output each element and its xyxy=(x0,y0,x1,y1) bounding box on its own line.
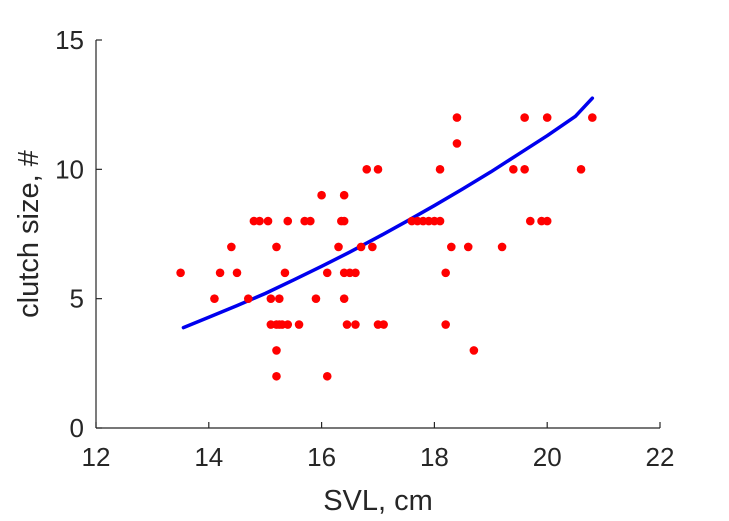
tick-marks xyxy=(95,39,661,429)
data-point xyxy=(263,216,273,226)
tick-labels: 12 14 16 18 20 22 0 5 10 15 xyxy=(55,25,674,472)
y-tick-label: 5 xyxy=(70,284,84,314)
x-tick-label: 16 xyxy=(307,442,336,472)
data-point xyxy=(379,320,388,329)
data-point xyxy=(272,242,281,252)
y-axis-title: clutch size, # xyxy=(13,150,45,318)
data-point xyxy=(356,242,366,252)
axes xyxy=(95,40,660,429)
data-point xyxy=(373,165,383,174)
data-point xyxy=(469,346,479,355)
data-point xyxy=(447,242,456,252)
data-point xyxy=(520,113,529,122)
x-tick-label: 20 xyxy=(533,442,562,472)
y-tick-label: 10 xyxy=(55,154,84,184)
data-point xyxy=(368,242,377,252)
data-point xyxy=(322,268,332,278)
data-point xyxy=(339,294,349,303)
data-point xyxy=(525,216,535,226)
data-point xyxy=(542,216,552,226)
data-point xyxy=(463,242,473,252)
data-point xyxy=(306,216,315,226)
data-point xyxy=(339,190,349,200)
data-point xyxy=(232,268,242,278)
data-point xyxy=(362,165,372,174)
data-point xyxy=(227,242,236,252)
data-point xyxy=(294,320,304,329)
data-point xyxy=(435,216,445,226)
data-point xyxy=(452,139,462,148)
data-point xyxy=(317,190,326,200)
fit-line xyxy=(181,96,595,330)
data-point xyxy=(576,165,586,174)
fit-line-group xyxy=(181,96,595,330)
data-point xyxy=(243,294,253,303)
data-point xyxy=(280,268,290,278)
data-point xyxy=(283,216,293,226)
data-point xyxy=(342,320,352,329)
data-point xyxy=(588,113,597,122)
data-point xyxy=(210,294,219,303)
x-tick-label: 12 xyxy=(82,442,111,472)
data-point xyxy=(272,346,281,355)
data-point xyxy=(176,268,185,278)
data-point xyxy=(452,113,462,122)
y-tick-label: 15 xyxy=(55,25,84,55)
data-point xyxy=(435,165,445,174)
data-point xyxy=(339,216,349,226)
x-axis-title: SVL, cm xyxy=(323,485,433,517)
data-point xyxy=(266,294,276,303)
y-tick-label: 0 xyxy=(70,413,84,443)
data-point xyxy=(311,294,321,303)
data-point xyxy=(351,320,360,329)
data-point xyxy=(334,242,343,252)
data-point xyxy=(509,165,518,174)
data-point xyxy=(351,268,360,278)
data-point xyxy=(272,371,281,381)
data-point xyxy=(322,371,332,381)
data-point xyxy=(215,268,225,278)
data-point xyxy=(283,320,293,329)
data-point xyxy=(255,216,264,226)
data-points xyxy=(176,113,597,381)
data-point xyxy=(520,165,529,174)
data-point xyxy=(441,268,450,278)
data-point xyxy=(275,294,284,303)
x-tick-label: 18 xyxy=(420,442,449,472)
data-point xyxy=(441,320,450,329)
data-point xyxy=(497,242,507,252)
x-tick-label: 22 xyxy=(646,442,675,472)
data-point xyxy=(542,113,552,122)
x-tick-label: 14 xyxy=(194,442,223,472)
